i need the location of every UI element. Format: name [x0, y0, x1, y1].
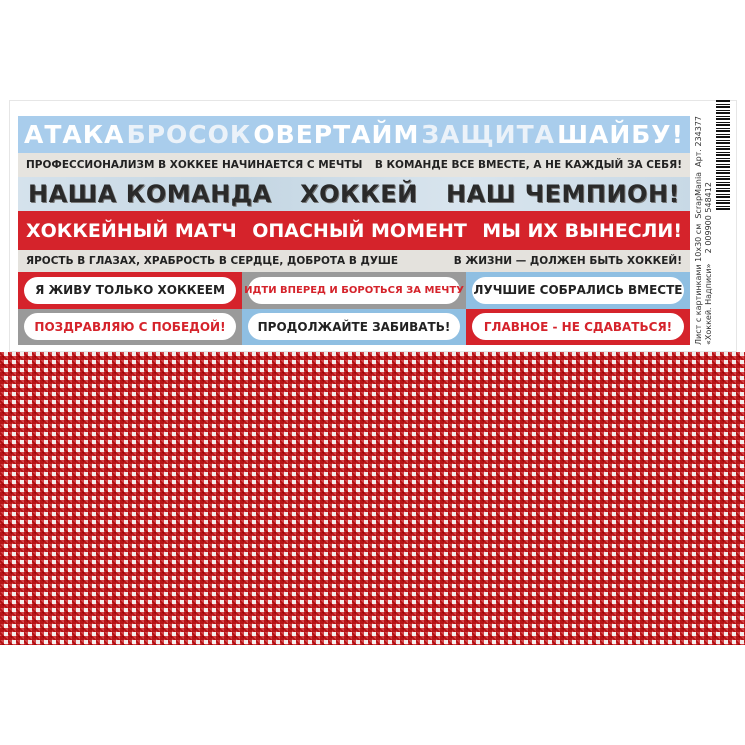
word: ХОККЕЙНЫЙ МАТЧ [26, 219, 237, 242]
word: ШАЙБУ! [557, 120, 684, 149]
row-words: АТАКА БРОСОК ОВЕРТАЙМ ЗАЩИТА ШАЙБУ! [18, 116, 690, 153]
word: МЫ ИХ ВЫНЕСЛИ! [482, 219, 682, 242]
pill-sticker: ИДТИ ВПЕРЕД И БОРОТЬСЯ ЗА МЕЧТУ [244, 276, 464, 304]
pill-sticker: ПОЗДРАВЛЯЮ С ПОБЕДОЙ! [24, 313, 236, 341]
phrase: ЯРОСТЬ В ГЛАЗАХ, ХРАБРОСТЬ В СЕРДЦЕ, ДОБ… [26, 255, 399, 267]
word: ЗАЩИТА [421, 120, 555, 149]
product-label: Лист с картинками 10х30 см ScrapMania Ар… [694, 100, 714, 345]
label-title: Лист с картинками 10х30 см [694, 223, 703, 345]
word: ОПАСНЫЙ МОМЕНТ [252, 219, 467, 242]
word: ОВЕРТАЙМ [253, 120, 420, 149]
phrase: В КОМАНДЕ ВСЕ ВМЕСТЕ, А НЕ КАЖДЫЙ ЗА СЕБ… [374, 159, 682, 171]
sticker-strip: АТАКА БРОСОК ОВЕРТАЙМ ЗАЩИТА ШАЙБУ! ПРОФ… [18, 116, 690, 345]
barcode [716, 100, 730, 210]
row-phrases: ПРОФЕССИОНАЛИЗМ В ХОККЕЕ НАЧИНАЕТСЯ С МЕ… [18, 153, 690, 177]
row-phrases-2: ЯРОСТЬ В ГЛАЗАХ, ХРАБРОСТЬ В СЕРДЦЕ, ДОБ… [18, 250, 690, 272]
word: БРОСОК [126, 120, 252, 149]
houndstooth-pattern [0, 352, 745, 645]
word: ХОККЕЙ [300, 180, 418, 208]
word: НАША КОМАНДА [28, 180, 272, 208]
word: НАШ ЧЕМПИОН! [446, 180, 680, 208]
pill-sticker: ПРОДОЛЖАЙТЕ ЗАБИВАТЬ! [248, 313, 460, 341]
brand: ScrapMania [694, 171, 703, 219]
row-red: ХОККЕЙНЫЙ МАТЧ ОПАСНЫЙ МОМЕНТ МЫ ИХ ВЫНЕ… [18, 211, 690, 250]
phrase: В ЖИЗНИ — ДОЛЖЕН БЫТЬ ХОККЕЙ! [453, 255, 682, 267]
word: АТАКА [24, 120, 125, 149]
pill-grid: Я ЖИВУ ТОЛЬКО ХОККЕЕМ ИДТИ ВПЕРЕД И БОРО… [18, 272, 690, 345]
barcode-number: 2 009900 548412 [704, 182, 713, 254]
pill-sticker: ГЛАВНОЕ - НЕ СДАВАТЬСЯ! [472, 313, 684, 341]
label-subtitle: «Хоккей. Надписи» [704, 263, 713, 345]
phrase: ПРОФЕССИОНАЛИЗМ В ХОККЕЕ НАЧИНАЕТСЯ С МЕ… [26, 159, 363, 171]
row-big: НАША КОМАНДА ХОККЕЙ НАШ ЧЕМПИОН! [18, 177, 690, 211]
article: Арт. 234377 [694, 115, 703, 167]
pill-sticker: ЛУЧШИЕ СОБРАЛИСЬ ВМЕСТЕ [472, 276, 684, 304]
pill-sticker: Я ЖИВУ ТОЛЬКО ХОККЕЕМ [24, 276, 236, 304]
